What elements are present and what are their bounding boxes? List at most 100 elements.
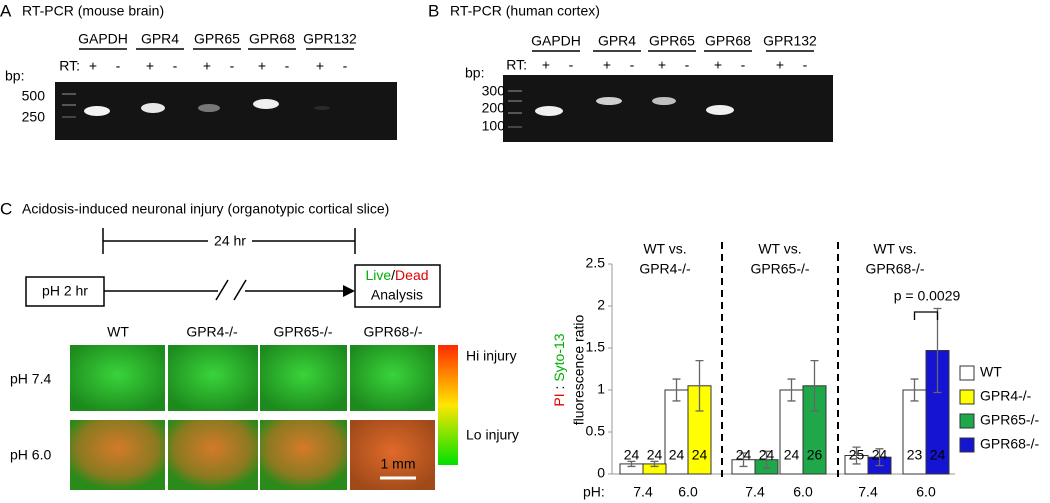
count-label: 24 (930, 447, 946, 463)
group-title: GPR65-/- (750, 261, 809, 277)
rt-sign: + (258, 58, 266, 74)
y-tick-label: 1.5 (586, 339, 606, 355)
error-bar (627, 460, 636, 468)
bp-label: bp: (465, 65, 484, 81)
treatment-label: pH 2 hr (42, 283, 88, 299)
slice-row-label: pH 6.0 (10, 447, 51, 463)
gene-label: GPR132 (763, 33, 817, 49)
rt-sign: + (542, 57, 550, 73)
live-dead-part: Live (365, 267, 391, 283)
error-bar (875, 448, 884, 467)
y-tick-label: 0.5 (586, 423, 606, 439)
gene-label: GPR68 (249, 31, 295, 47)
timeline (25, 228, 441, 308)
color-scale (438, 345, 458, 465)
scale-high-label: Hi injury (466, 348, 517, 364)
group-title: GPR68-/- (865, 261, 924, 277)
panel-label: C (0, 199, 12, 218)
gene-label: GPR4 (598, 33, 636, 49)
panel-label: B (428, 1, 439, 20)
y-tick-label: 2.5 (586, 255, 606, 271)
x-tick-label: 6.0 (916, 484, 936, 500)
legend-swatch (959, 389, 975, 405)
slice-images (70, 345, 435, 490)
error-bar (762, 450, 771, 469)
error-bar (695, 359, 704, 412)
group-title: WT vs. (643, 241, 686, 257)
rt-sign: + (658, 57, 666, 73)
slice-column-label: GPR68-/- (363, 324, 422, 340)
gene-label: GPR132 (303, 31, 357, 47)
bp-mark: 300 (482, 83, 506, 99)
slice-column-label: WT (107, 324, 129, 340)
legend-swatch (959, 437, 975, 453)
legend-label: GPR65-/- (980, 412, 1039, 428)
gel-bands (62, 93, 330, 118)
bp-mark: 200 (482, 100, 506, 116)
x-tick-label: 6.0 (793, 484, 813, 500)
live-dead-part: Dead (395, 267, 428, 283)
rt-sign: - (230, 58, 235, 74)
rt-sign: + (714, 57, 722, 73)
scale-low-label: Lo injury (466, 427, 519, 443)
rt-sign: - (343, 58, 348, 74)
y-label-part: Syto-13 (551, 333, 567, 381)
error-bar (650, 460, 659, 468)
count-label: 24 (736, 447, 752, 463)
gene-label: GAPDH (531, 33, 581, 49)
slice-column-label: GPR4-/- (186, 324, 238, 340)
gel-image (55, 82, 397, 140)
rt-sign: + (316, 58, 324, 74)
group-title: WT vs. (758, 241, 801, 257)
rt-sign: + (603, 57, 611, 73)
bp-mark: 500 (22, 88, 46, 104)
gene-label: GPR68 (705, 33, 751, 49)
panel-title: Acidosis-induced neuronal injury (organo… (22, 201, 389, 217)
y-label-part: : (551, 386, 567, 390)
count-label: 26 (807, 447, 823, 463)
error-bar (810, 359, 819, 412)
y-tick-label: 2 (597, 297, 605, 313)
legend-swatch (959, 413, 975, 429)
x-tick-label: 7.4 (633, 484, 653, 500)
count-label: 24 (759, 447, 775, 463)
gene-label: GPR65 (194, 31, 240, 47)
legend-label: GPR68-/- (980, 436, 1039, 452)
error-bar (787, 378, 796, 402)
bp-mark: 250 (22, 109, 46, 125)
gene-label: GPR65 (649, 33, 695, 49)
panel-label: A (0, 1, 12, 20)
panel-title: RT-PCR (mouse brain) (22, 3, 164, 19)
rt-sign: - (741, 57, 746, 73)
rt-sign: - (685, 57, 690, 73)
error-bar (672, 378, 681, 402)
rt-sign: + (203, 58, 211, 74)
p-value: p = 0.0029 (894, 288, 961, 304)
rt-label: RT: (59, 58, 80, 74)
count-label: 25 (849, 447, 865, 463)
y-tick-label: 0 (597, 465, 605, 481)
arrow-head (343, 285, 355, 297)
bp-mark: 100 (482, 118, 506, 134)
panel-title: RT-PCR (human cortex) (450, 3, 600, 19)
error-bar (933, 307, 942, 394)
legend-label: WT (980, 364, 1002, 380)
y-axis-label: fluorescence ratio (571, 315, 587, 426)
y-label-part: PI (551, 393, 567, 406)
slice-row-label: pH 7.4 (10, 371, 51, 387)
duration-label: 24 hr (214, 233, 246, 249)
legend-swatch (959, 365, 975, 381)
gene-label: GPR4 (141, 31, 179, 47)
rt-sign: - (803, 57, 808, 73)
x-tick-label: 6.0 (678, 484, 698, 500)
rt-sign: - (173, 58, 178, 74)
error-bar (910, 378, 919, 402)
group-title: GPR4-/- (639, 261, 691, 277)
count-label: 24 (647, 447, 663, 463)
group-title: WT vs. (873, 241, 916, 257)
x-tick-label: 7.4 (858, 484, 878, 500)
rt-sign: - (569, 57, 574, 73)
live-dead-part: / (391, 267, 395, 283)
rt-sign: + (146, 58, 154, 74)
